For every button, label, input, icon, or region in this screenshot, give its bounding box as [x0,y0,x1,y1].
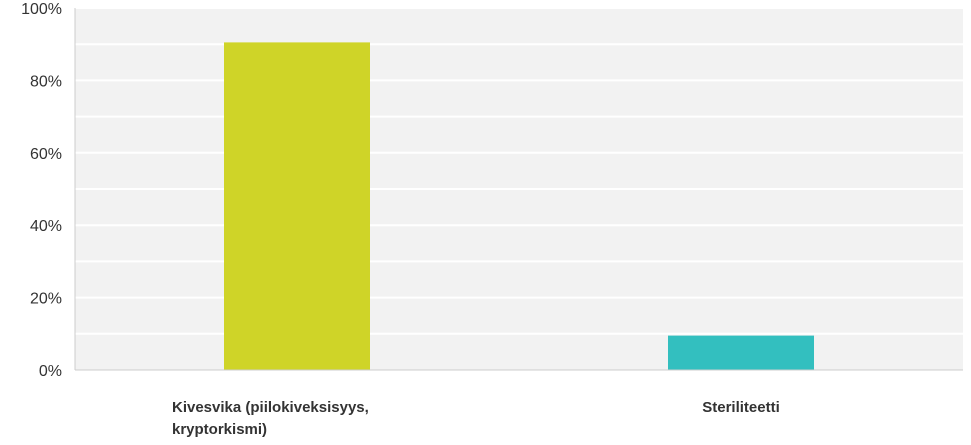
y-tick-label: 40% [30,218,62,235]
gridlines [75,7,963,335]
y-tick-label: 20% [30,291,62,308]
x-category-label: Steriliteetti [702,399,780,416]
x-axis-categories: Kivesvika (piilokiveksisyys, kryptorkismi… [172,399,780,438]
x-category-label-line: kryptorkismi) [172,421,267,438]
bar [668,335,814,370]
y-tick-label: 60% [30,146,62,163]
y-tick-label: 0% [39,363,62,380]
bar [224,42,370,370]
y-axis-ticks: 0% 20% 40% 60% 80% 100% [21,1,62,380]
x-category-label-line: Steriliteetti [702,399,780,416]
x-category-label: Kivesvika (piilokiveksisyys, kryptorkismi… [172,399,369,438]
y-tick-label: 80% [30,73,62,90]
bars [224,42,814,370]
x-category-label-line: Kivesvika (piilokiveksisyys, [172,399,369,416]
y-tick-label: 100% [21,1,62,18]
